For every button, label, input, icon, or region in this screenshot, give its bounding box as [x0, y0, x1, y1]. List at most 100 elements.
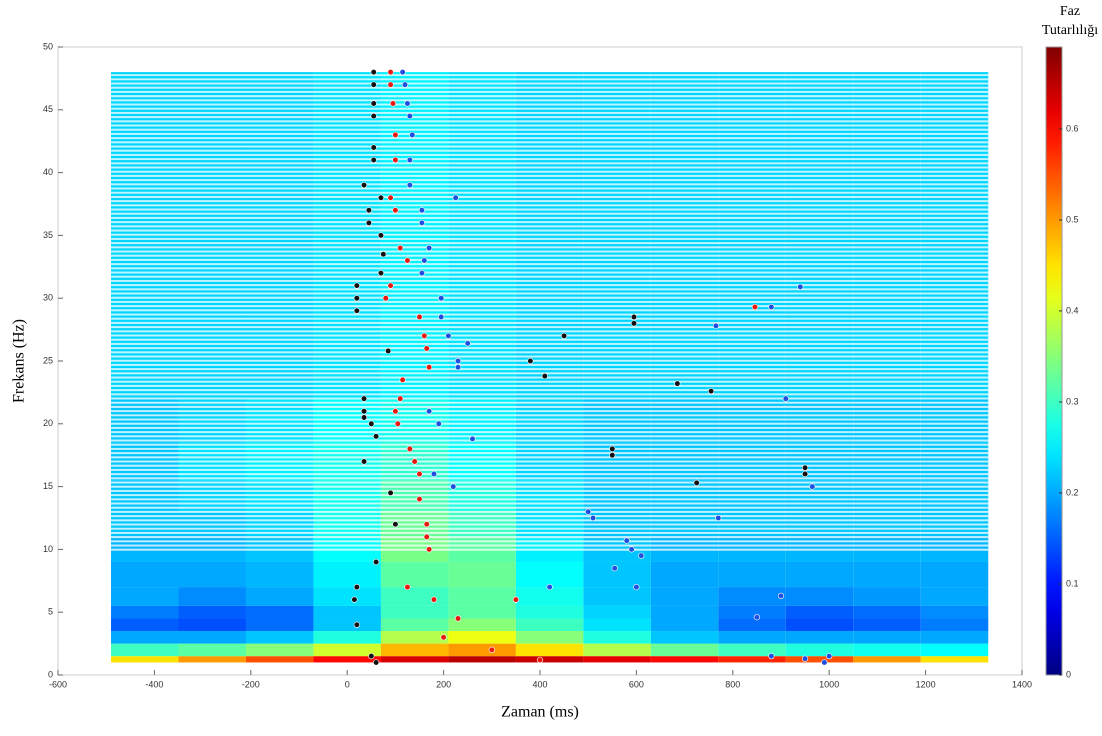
heatmap-cell — [853, 605, 921, 619]
stripe-gap — [111, 401, 989, 404]
point — [406, 445, 413, 453]
point — [821, 659, 828, 666]
stripe-gap — [111, 330, 989, 333]
stripe-gap — [111, 380, 989, 383]
stripe-gap — [111, 523, 989, 526]
stripe-gap — [111, 166, 989, 169]
stripe-gap — [111, 107, 989, 110]
heatmap-cell — [448, 656, 516, 663]
heatmap-cell — [448, 631, 516, 644]
heatmap-cell — [313, 561, 381, 588]
point — [406, 182, 413, 189]
heatmap-cell — [178, 72, 246, 98]
x-tick-label: 400 — [532, 679, 547, 689]
point — [777, 592, 785, 599]
heatmap-cell — [448, 643, 516, 657]
heatmap-cell — [313, 656, 381, 663]
stripe-gap — [111, 443, 989, 446]
point — [797, 283, 804, 290]
point — [753, 614, 761, 621]
stripe-gap — [111, 300, 989, 303]
point — [426, 364, 433, 371]
heatmap-cell — [313, 72, 381, 98]
stripe-gap — [111, 158, 989, 161]
heatmap-cell — [515, 618, 584, 632]
heatmap-cell — [650, 656, 719, 663]
point — [430, 596, 438, 603]
point — [360, 458, 368, 465]
point — [353, 295, 360, 302]
stripe-gap — [111, 254, 989, 257]
x-tick-label: 1400 — [1012, 679, 1032, 689]
point — [373, 433, 380, 440]
stripe-gap — [111, 124, 989, 127]
stripe-gap — [111, 372, 989, 375]
heatmap-cell — [111, 631, 179, 644]
stripe-gap — [111, 548, 989, 551]
stripe-gap — [111, 284, 989, 287]
heatmap-cell — [785, 656, 854, 663]
point — [809, 483, 816, 490]
heatmap-cell — [245, 72, 314, 98]
heatmap-cell — [515, 587, 584, 606]
stripe-gap — [111, 414, 989, 417]
y-tick-label: 50 — [43, 41, 53, 51]
stripe-gap — [111, 368, 989, 371]
point — [708, 388, 715, 395]
heatmap-cell — [583, 643, 651, 657]
point — [454, 615, 462, 622]
stripe-gap — [111, 494, 989, 497]
heatmap-cell — [853, 643, 921, 657]
heatmap-cell — [650, 587, 719, 606]
stripe-gap — [111, 481, 989, 484]
heatmap-cell — [718, 618, 786, 632]
heatmap-cell — [718, 643, 786, 657]
point — [609, 452, 616, 459]
heatmap-cell — [448, 605, 516, 619]
point — [368, 653, 375, 660]
heatmap-cell — [313, 631, 381, 644]
heatmap-cell — [515, 72, 584, 98]
stripe-gap — [111, 477, 989, 480]
point — [801, 470, 809, 478]
x-tick-label: -200 — [242, 679, 260, 689]
heatmap-cell — [583, 605, 651, 619]
heatmap-cell — [650, 643, 719, 657]
stripe-gap — [111, 426, 989, 429]
point — [370, 81, 377, 88]
heatmap-cell — [920, 643, 989, 657]
heatmap-cell — [853, 561, 921, 588]
stripe-gap — [111, 473, 989, 476]
colorbar-title: Faz — [1060, 4, 1080, 19]
x-tick-label: 800 — [725, 679, 740, 689]
point — [365, 219, 372, 226]
colorbar — [1045, 46, 1063, 676]
stripe-gap — [111, 405, 989, 408]
stripe-gap — [111, 389, 989, 392]
point — [609, 445, 616, 453]
heatmap-cell — [583, 618, 651, 632]
point — [418, 269, 426, 277]
stripe-gap — [111, 246, 989, 249]
stripe-gap — [111, 86, 989, 89]
stripe-gap — [111, 267, 989, 270]
point — [630, 313, 638, 321]
heatmap-cell — [111, 587, 179, 606]
colorbar-tick-label: 0.4 — [1066, 305, 1079, 315]
point — [368, 420, 375, 427]
stripe-gap — [111, 128, 989, 131]
stripe-gap — [111, 296, 989, 299]
point — [782, 395, 789, 402]
point — [801, 464, 809, 471]
point — [768, 303, 775, 311]
point — [360, 395, 368, 402]
heatmap-cell — [920, 587, 989, 606]
point — [426, 244, 433, 252]
point — [409, 131, 416, 139]
heatmap-cell — [920, 605, 989, 619]
stripe-gap — [111, 447, 989, 450]
point — [399, 376, 406, 383]
stripe-gap — [111, 376, 989, 379]
point — [392, 131, 399, 139]
